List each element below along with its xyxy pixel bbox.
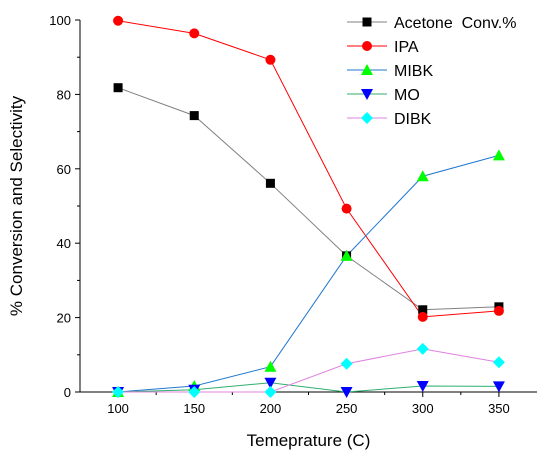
x-tick-label: 300: [412, 401, 434, 416]
legend-label-1: IPA: [394, 39, 419, 56]
data-point-4-4: [416, 342, 429, 355]
data-point-0-1: [189, 111, 199, 121]
y-tick-label: 20: [57, 311, 71, 326]
data-point-1-0: [113, 15, 124, 26]
axes: 100 150 200 250 300 350 0 20 40 60 80 100: [49, 13, 537, 416]
y-tick-label: 40: [57, 236, 71, 251]
data-point-2-3: [340, 249, 353, 261]
series-line-4: [118, 348, 500, 393]
legend-marker-4: [361, 112, 373, 124]
data-point-2-2: [264, 360, 277, 372]
data-point-2-5: [492, 149, 505, 161]
series-lines: [117, 20, 500, 393]
data-point-4-5: [492, 356, 505, 369]
data-point-4-1: [188, 386, 201, 398]
data-point-0-4: [418, 305, 428, 315]
data-point-1-2: [265, 54, 276, 65]
data-point-3-2: [264, 377, 277, 389]
y-axis-title: % Conversion and Selectivity: [7, 95, 26, 316]
y-tick-label: 0: [64, 385, 71, 400]
x-tick-label: 200: [260, 401, 282, 416]
x-tick-label: 250: [336, 401, 358, 416]
series-line-0: [117, 87, 499, 311]
legend-label-3: MO: [394, 87, 420, 104]
data-point-2-4: [416, 170, 429, 182]
series-markers: [112, 15, 505, 398]
y-tick-label: 60: [57, 162, 71, 177]
x-tick-label: 150: [183, 401, 205, 416]
legend-marker-3: [361, 89, 373, 100]
legend: Acetone Conv.% IPA MIBK MO DIBK: [347, 15, 516, 128]
legend-marker-0: [362, 17, 372, 27]
y-tick-label: 80: [57, 87, 71, 102]
data-point-1-3: [341, 203, 352, 214]
data-point-1-1: [189, 28, 200, 39]
series-line-1: [118, 20, 499, 318]
legend-label-2: MIBK: [394, 63, 433, 80]
data-point-1-4: [417, 311, 428, 322]
legend-label-4: DIBK: [394, 111, 432, 128]
x-axis-title: Temeprature (C): [247, 431, 371, 450]
x-tick-label: 100: [107, 401, 129, 416]
series-line-3: [118, 382, 499, 393]
legend-label-0: Acetone Conv.%: [394, 15, 516, 32]
data-point-3-4: [416, 381, 429, 393]
data-point-1-5: [493, 305, 504, 316]
y-tick-label: 100: [49, 13, 71, 28]
series-line-2: [118, 154, 500, 393]
data-point-4-0: [112, 386, 125, 398]
data-point-4-3: [340, 357, 353, 370]
legend-marker-2: [361, 64, 373, 75]
legend-marker-1: [362, 41, 372, 51]
x-tick-label: 350: [488, 401, 510, 416]
data-point-0-2: [265, 178, 275, 188]
data-point-3-3: [340, 387, 353, 398]
data-point-0-0: [113, 83, 123, 93]
data-point-4-2: [264, 386, 277, 398]
data-point-3-5: [492, 381, 505, 393]
